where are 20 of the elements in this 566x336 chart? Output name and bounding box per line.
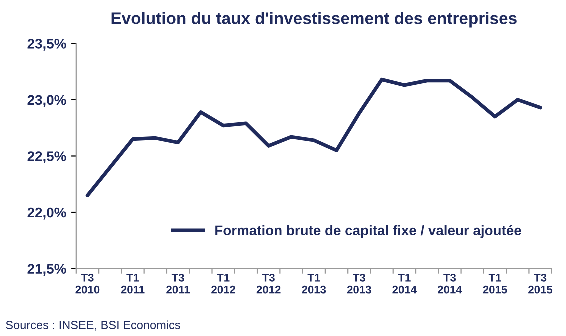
x-tick-label: T3 2015: [528, 274, 553, 294]
x-tick-label: T1 2012: [212, 274, 236, 294]
x-tick-label: T3 2013: [347, 274, 372, 294]
x-tick-label: T3 2014: [438, 274, 462, 294]
y-tick-label: 21,5%: [28, 264, 66, 276]
x-tick-label: T3 2010: [76, 274, 100, 294]
source-note: Sources : INSEE, BSI Economics: [6, 320, 180, 331]
line-series: [86, 78, 542, 198]
y-tick-label: 23,5%: [28, 39, 66, 51]
y-tick-label: 22,5%: [28, 152, 66, 164]
x-tick-label: T1 2011: [121, 274, 145, 294]
x-tick-label: T3 2012: [256, 274, 281, 294]
y-tick-label: 22,0%: [28, 208, 66, 220]
y-tick-label: 23,0%: [28, 95, 66, 108]
x-tick-label: T1 2014: [392, 274, 417, 294]
x-tick-label: T3 2011: [166, 274, 190, 294]
x-tick-label: T1 2013: [302, 274, 326, 294]
chart-title: Evolution du taux d'investissement des entreprises: [112, 12, 517, 28]
x-tick-label: T1 2015: [483, 274, 508, 294]
legend-label: Formation brute de capital fixe / valeur ajoutée: [216, 225, 522, 238]
